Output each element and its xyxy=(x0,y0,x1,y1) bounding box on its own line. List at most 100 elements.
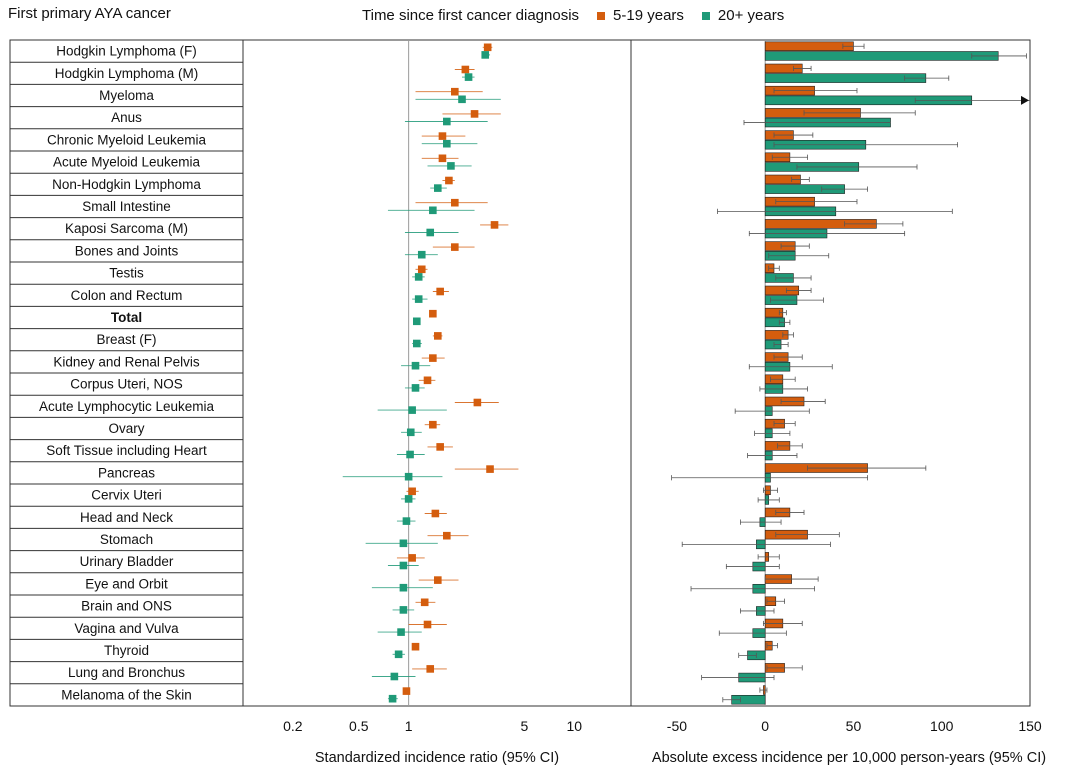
legend-title: Time since first cancer diagnosis xyxy=(362,7,580,24)
sir-point-late xyxy=(406,450,414,459)
sir-point-late xyxy=(399,539,408,548)
sir-point-late xyxy=(404,472,413,481)
sir-point-late xyxy=(417,250,426,259)
row-label: Total xyxy=(111,310,142,325)
sir-point-late xyxy=(443,117,451,126)
sir-point-early xyxy=(426,665,435,673)
row-label: Kaposi Sarcoma (M) xyxy=(65,221,188,236)
sir-point-early xyxy=(473,398,482,407)
row-label: Corpus Uteri, NOS xyxy=(70,377,183,392)
aei-tick-label: 50 xyxy=(846,718,862,734)
sir-point-early xyxy=(486,465,494,473)
sir-point-early xyxy=(423,620,432,629)
aei-tick-label: 100 xyxy=(930,718,954,734)
sir-point-early xyxy=(438,154,447,163)
sir-point-early xyxy=(420,598,429,607)
row-label: Colon and Rectum xyxy=(71,288,183,303)
sir-point-early xyxy=(408,487,416,496)
sir-point-late xyxy=(412,317,421,326)
row-label: Melanoma of the Skin xyxy=(61,687,192,702)
sir-point-early xyxy=(431,509,440,518)
sir-point-late xyxy=(447,162,455,170)
aei-ci-arrow-late xyxy=(1021,95,1029,105)
row-labels: Hodgkin Lymphoma (F) Hodgkin Lymphoma (M)… xyxy=(39,44,215,703)
right-x-axis-title: Absolute excess incidence per 10,000 per… xyxy=(652,750,1046,766)
row-label: Acute Lymphocytic Leukemia xyxy=(39,399,215,414)
aei-bar-late xyxy=(764,73,927,83)
sir-point-early xyxy=(408,554,416,562)
sir-point-late xyxy=(404,495,413,503)
row-label: Cervix Uteri xyxy=(91,488,162,503)
aei-bar-early xyxy=(764,41,854,51)
sir-point-early xyxy=(411,642,420,651)
sir-tick-label: 0.5 xyxy=(349,718,369,734)
sir-point-late xyxy=(464,73,473,81)
sir-point-late xyxy=(402,517,411,525)
row-label: Non-Hodgkin Lymphoma xyxy=(52,177,201,192)
legend: Time since first cancer diagnosis 5-19 ye… xyxy=(362,7,784,24)
sir-point-early xyxy=(451,243,459,251)
sir-point-late xyxy=(426,228,435,237)
row-label: Hodgkin Lymphoma (M) xyxy=(55,66,199,81)
plot-frame xyxy=(9,39,1031,707)
row-label: Testis xyxy=(109,266,144,281)
sir-point-early xyxy=(445,176,453,185)
sir-point-early xyxy=(429,420,437,429)
row-label: Urinary Bladder xyxy=(80,554,174,569)
sir-tick-label: 0.2 xyxy=(283,718,303,734)
aei-tick-label: -50 xyxy=(667,718,687,734)
sir-point-early xyxy=(470,110,479,118)
sir-point-late xyxy=(458,95,466,104)
sir-point-late xyxy=(399,561,408,570)
row-label: Pancreas xyxy=(98,465,155,480)
sir-tick-label: 10 xyxy=(566,718,582,734)
legend-label-late: 20+ years xyxy=(717,7,785,24)
sir-tick-label: 5 xyxy=(521,718,529,734)
legend-label-early: 5-19 years xyxy=(613,7,684,24)
aei-tick-label: 0 xyxy=(761,718,769,734)
excess-incidence-panel xyxy=(671,40,1030,706)
aei-bar-late xyxy=(764,51,999,61)
sir-point-late xyxy=(414,295,423,303)
sir-point-late xyxy=(429,206,437,215)
sir-point-early xyxy=(434,332,442,340)
sir-point-early xyxy=(436,287,444,296)
sir-point-late xyxy=(414,273,423,281)
sir-point-early xyxy=(490,221,499,229)
sir-point-late xyxy=(390,672,399,681)
sir-point-early xyxy=(429,309,437,318)
sir-point-late xyxy=(406,428,415,437)
sir-point-late xyxy=(388,694,397,703)
aei-tick-label: 150 xyxy=(1018,718,1042,734)
sir-point-early xyxy=(483,43,492,52)
sir-point-late xyxy=(411,361,420,370)
row-label: Chronic Myeloid Leukemia xyxy=(47,132,207,147)
row-label: Head and Neck xyxy=(80,510,173,525)
sir-point-early xyxy=(402,687,411,695)
axes: Standardized incidence ratio (95% CI) Ab… xyxy=(283,718,1046,766)
sir-point-early xyxy=(438,132,447,140)
sir-point-late xyxy=(412,339,421,348)
row-label: Bones and Joints xyxy=(75,243,179,258)
sir-point-late xyxy=(443,139,451,148)
sir-point-late xyxy=(399,583,408,592)
sir-point-early xyxy=(461,65,470,74)
sir-point-late xyxy=(399,606,408,614)
row-label: Small Intestine xyxy=(82,199,171,214)
row-label: Ovary xyxy=(108,421,144,436)
row-label: Brain and ONS xyxy=(81,599,172,614)
row-label: Thyroid xyxy=(104,643,149,658)
sir-point-late xyxy=(434,184,442,192)
sir-tick-label: 1 xyxy=(405,718,413,734)
sir-point-early xyxy=(417,265,426,274)
sir-point-early xyxy=(451,87,459,96)
sir-point-early xyxy=(443,531,451,540)
sir-point-early xyxy=(423,376,432,385)
row-label: Anus xyxy=(111,110,142,125)
row-label: Acute Myeloid Leukemia xyxy=(53,155,201,170)
row-label: Stomach xyxy=(100,532,153,547)
row-label: Lung and Bronchus xyxy=(68,665,185,680)
row-label: Breast (F) xyxy=(96,332,156,347)
legend-swatch-early xyxy=(597,11,606,20)
